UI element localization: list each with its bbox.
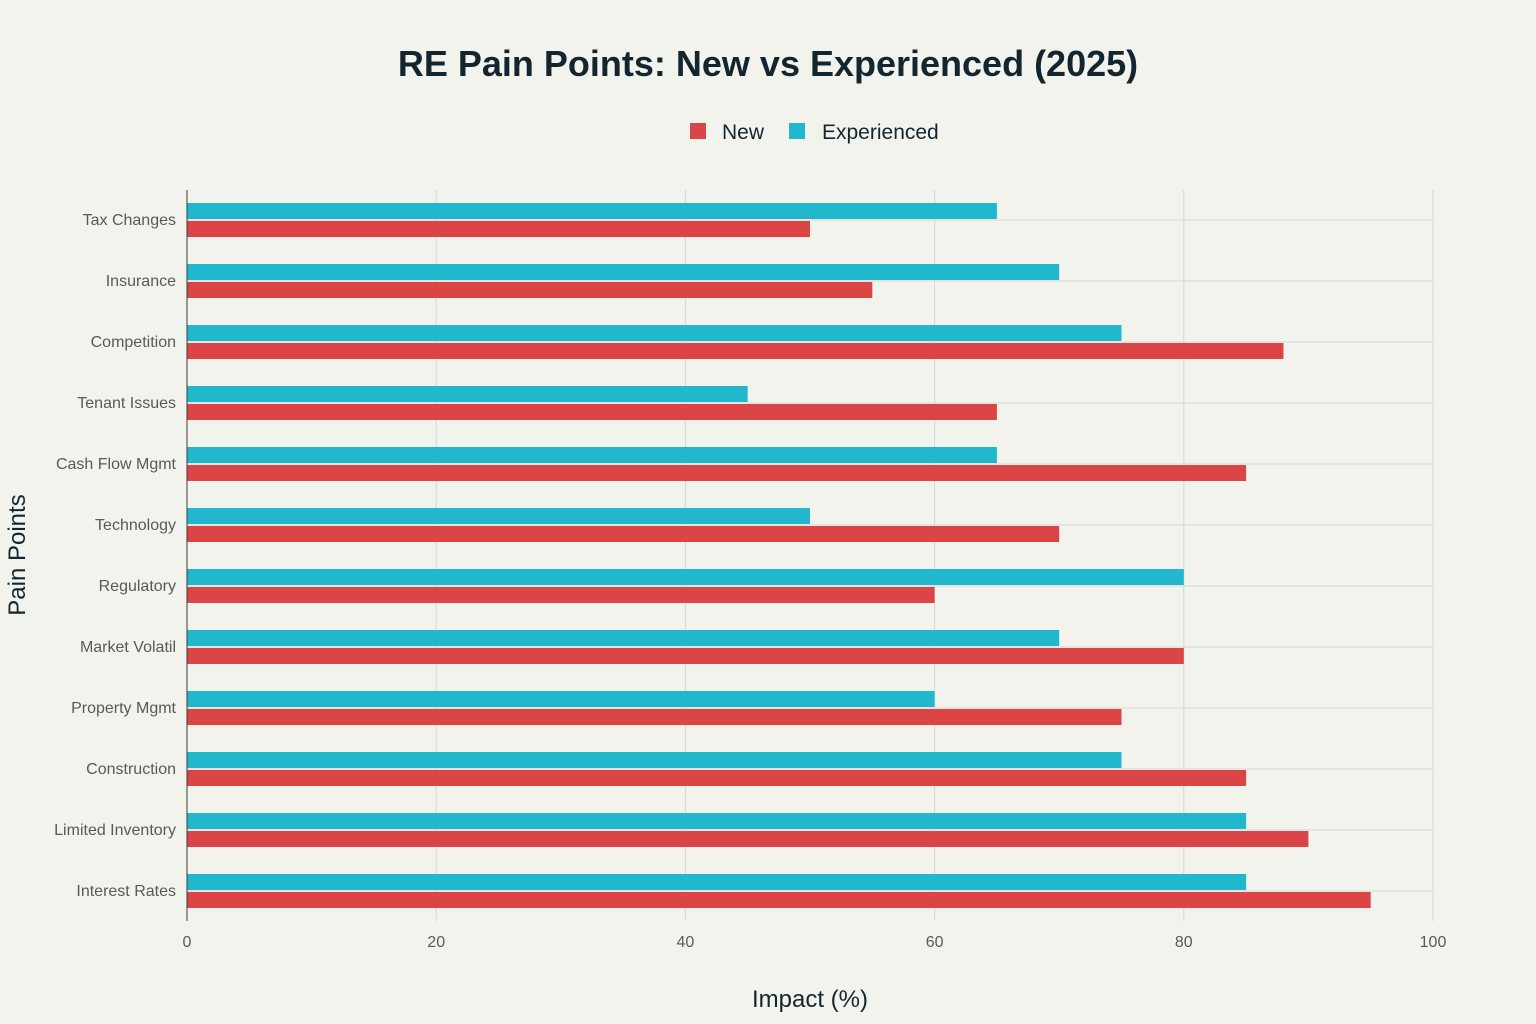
y-tick-label-technology: Technology <box>95 517 176 534</box>
bar-experienced-tax-changes <box>187 203 997 219</box>
bar-experienced-tenant-issues <box>187 386 748 402</box>
x-tick-label-0: 0 <box>183 934 192 951</box>
x-tick-labels: 0 20 40 60 80 100 <box>183 934 1447 951</box>
bar-experienced-regulatory <box>187 569 1184 585</box>
y-tick-label-tenant-issues: Tenant Issues <box>77 395 176 412</box>
x-axis-title: Impact (%) <box>752 986 868 1013</box>
bar-new-cash-flow-mgmt <box>187 465 1247 481</box>
bar-new-tax-changes <box>187 221 810 237</box>
y-tick-label-insurance: Insurance <box>106 273 176 290</box>
legend-swatch-experienced <box>789 123 805 139</box>
bar-new-market-volatil <box>187 648 1184 664</box>
y-tick-label-regulatory: Regulatory <box>99 578 176 595</box>
y-tick-label-interest-rates: Interest Rates <box>76 883 176 900</box>
bar-experienced-market-volatil <box>187 630 1060 646</box>
bars <box>187 203 1371 908</box>
bar-experienced-limited-inventory <box>187 813 1247 829</box>
legend-label-new: New <box>722 121 765 144</box>
y-axis-title: Pain Points <box>4 494 31 615</box>
y-tick-label-property-mgmt: Property Mgmt <box>71 700 176 717</box>
x-tick-label-80: 80 <box>1175 934 1193 951</box>
bar-new-technology <box>187 526 1060 542</box>
bar-new-regulatory <box>187 587 935 603</box>
bar-new-interest-rates <box>187 892 1371 908</box>
bar-experienced-competition <box>187 325 1122 341</box>
bar-experienced-construction <box>187 752 1122 768</box>
bar-experienced-interest-rates <box>187 874 1247 890</box>
legend-swatch-new <box>690 123 706 139</box>
bar-experienced-property-mgmt <box>187 691 935 707</box>
bar-new-insurance <box>187 282 873 298</box>
x-tick-label-40: 40 <box>677 934 695 951</box>
y-tick-label-market-volatil: Market Volatil <box>80 639 176 656</box>
legend-label-experienced: Experienced <box>822 121 939 144</box>
bar-new-property-mgmt <box>187 709 1122 725</box>
grid <box>187 190 1434 921</box>
bar-experienced-technology <box>187 508 810 524</box>
y-tick-label-cash-flow-mgmt: Cash Flow Mgmt <box>56 456 177 473</box>
y-tick-label-tax-changes: Tax Changes <box>83 212 176 229</box>
bar-new-competition <box>187 343 1284 359</box>
bar-new-tenant-issues <box>187 404 997 420</box>
bar-new-construction <box>187 770 1247 786</box>
legend: New Experienced <box>690 121 939 144</box>
x-tick-label-20: 20 <box>427 934 445 951</box>
bar-new-limited-inventory <box>187 831 1309 847</box>
y-tick-label-limited-inventory: Limited Inventory <box>54 822 176 839</box>
y-tick-labels: Tax Changes Insurance Competition Tenant Is… <box>54 212 176 900</box>
chart-title: RE Pain Points: New vs Experienced (2025… <box>398 43 1138 84</box>
x-tick-label-100: 100 <box>1420 934 1447 951</box>
y-tick-label-competition: Competition <box>91 334 176 351</box>
bar-experienced-insurance <box>187 264 1060 280</box>
y-tick-label-construction: Construction <box>86 761 176 778</box>
x-tick-label-60: 60 <box>926 934 944 951</box>
bar-experienced-cash-flow-mgmt <box>187 447 997 463</box>
